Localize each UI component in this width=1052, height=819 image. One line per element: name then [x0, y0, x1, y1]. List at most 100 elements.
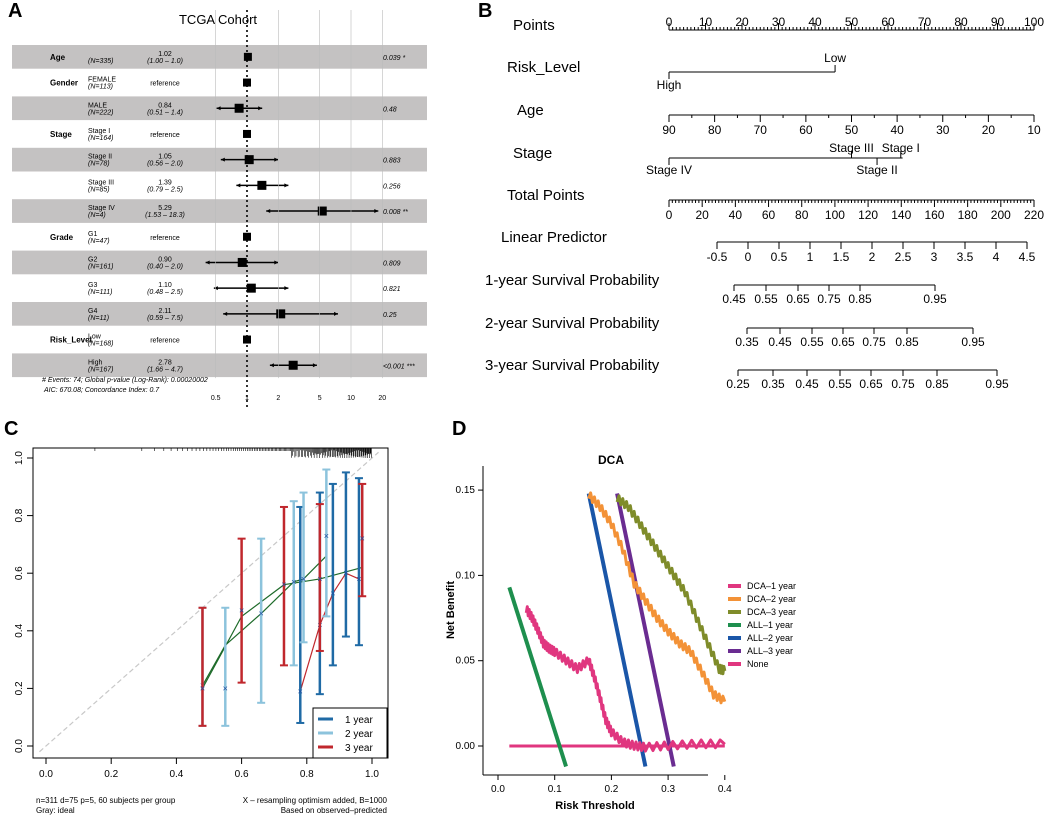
- linear-predictor-scale-tick-label: 4.5: [1019, 250, 1036, 264]
- total-points-scale-tick-label: 220: [1024, 208, 1044, 222]
- forest-ci-label: (1.00 – 1.0): [147, 58, 183, 65]
- calibration-point-marker: ×: [298, 686, 303, 696]
- calibration-x-tick-label: 0.8: [300, 769, 314, 780]
- dca-y-axis-label: Net Benefit: [445, 581, 457, 639]
- points-scale-tick-label: 0: [666, 15, 673, 29]
- dca-series-line: [524, 605, 726, 753]
- total-points-scale-tick-label: 200: [991, 208, 1011, 222]
- calibration-point-marker: ×: [360, 534, 365, 544]
- forest-axis-tick: 1: [245, 395, 249, 402]
- forest-p-label: 0.48: [383, 106, 397, 113]
- survival-1yr-scale-tick-label: 0.95: [923, 292, 947, 306]
- dca-legend-label: ALL–3 year: [747, 646, 793, 656]
- forest-level-label: G1: [88, 231, 97, 238]
- forest-estimate-point: [243, 52, 252, 61]
- survival-3yr-scale-tick-label: 0.25: [726, 377, 750, 391]
- survival-2yr-scale-tick-label: 0.35: [735, 335, 759, 349]
- total-points-scale-tick-label: 80: [795, 208, 809, 222]
- forest-p-label: 0.008 **: [383, 209, 408, 216]
- forest-hr-label: 2.78: [158, 359, 172, 366]
- dca-series-line: [615, 493, 676, 767]
- total-points-scale-tick-label: 0: [666, 208, 673, 222]
- forest-hr-label: 0.84: [158, 102, 172, 109]
- points-scale-tick-label: 70: [918, 15, 932, 29]
- forest-hr-label: 0.90: [158, 256, 172, 263]
- forest-level-label: G3: [88, 282, 97, 289]
- forest-hr-label: 5.29: [158, 205, 172, 212]
- calibration-frame: [32, 447, 389, 759]
- age-scale-tick-label: 70: [754, 123, 768, 137]
- forest-ci-arrow: [258, 106, 263, 111]
- calibration-y-tick-label: 1.0: [14, 451, 25, 465]
- forest-level-label: Stage IV: [88, 205, 115, 212]
- calibration-point-marker: ×: [259, 609, 264, 619]
- forest-estimate-point: [317, 206, 327, 216]
- forest-ci-label: (0.40 – 2.0): [147, 263, 183, 270]
- linear-predictor-scale-tick-label: 1.5: [833, 250, 850, 264]
- forest-hr-label: reference: [150, 338, 180, 345]
- points-scale-tick-label: 100: [1024, 15, 1044, 29]
- forest-axis-tick: 0.5: [211, 395, 221, 402]
- stage-iii-label: Stage III: [829, 141, 874, 155]
- forest-estimate-point: [257, 180, 267, 190]
- total-points-scale-tick-label: 140: [891, 208, 911, 222]
- survival-2yr-scale-tick-label: 0.55: [800, 335, 824, 349]
- calibration-x-tick-label: 0.2: [104, 769, 118, 780]
- forest-ci-arrow: [284, 183, 289, 188]
- dca-y-tick-label: 0.15: [456, 485, 476, 496]
- forest-estimate-point: [237, 257, 247, 267]
- forest-row-shade: [12, 45, 427, 69]
- forest-ci-arrow: [374, 209, 379, 214]
- forest-n-label: (N=167): [88, 366, 113, 373]
- dca-x-tick-label: 0.4: [718, 784, 732, 795]
- calibration-x-tick-label: 0.4: [169, 769, 183, 780]
- calibration-legend-label: 3 year: [345, 743, 373, 754]
- forest-hr-label: reference: [150, 81, 180, 88]
- survival-3yr-scale-tick-label: 0.85: [925, 377, 949, 391]
- points-scale-tick-label: 90: [991, 15, 1005, 29]
- forest-ci-arrow: [236, 183, 241, 188]
- survival-2yr-scale-tick-label: 0.65: [831, 335, 855, 349]
- forest-estimate-point: [234, 103, 244, 113]
- dca-series-line: [586, 493, 648, 767]
- forest-p-label: <0.001 ***: [383, 363, 415, 370]
- dca-legend-label: DCA–2 year: [747, 594, 796, 604]
- survival-3yr-scale-tick-label: 0.95: [985, 377, 1009, 391]
- forest-level-label: G4: [88, 308, 97, 315]
- calibration-point-marker: ×: [343, 568, 348, 578]
- forest-hr-label: reference: [150, 235, 180, 242]
- forest-p-label: 0.809: [383, 260, 401, 267]
- dca-title: DCA: [598, 453, 624, 467]
- forest-ci-label: (0.59 – 7.5): [147, 315, 183, 322]
- forest-ci-arrow: [274, 260, 279, 265]
- survival-3yr-scale-tick-label: 0.35: [761, 377, 785, 391]
- points-scale-tick-label: 20: [735, 15, 749, 29]
- forest-ci-arrow: [334, 311, 339, 316]
- forest-hr-label: 1.02: [158, 51, 172, 58]
- nomogram-row-label: Risk_Level: [507, 59, 580, 76]
- forest-n-label: (N=78): [88, 161, 110, 168]
- panel-label-c: C: [4, 418, 19, 440]
- calibration-point-marker: ×: [239, 606, 244, 616]
- dca-x-tick-label: 0.0: [491, 784, 505, 795]
- total-points-scale-tick-label: 120: [858, 208, 878, 222]
- nomogram-row-label: Total Points: [507, 187, 585, 204]
- linear-predictor-scale-tick-label: 0.5: [771, 250, 788, 264]
- forest-level-label: Stage III: [88, 179, 114, 186]
- calibration-y-tick-label: 0.2: [14, 681, 25, 695]
- dca-series-line: [587, 491, 727, 705]
- stage-i-label: Stage I: [882, 141, 920, 155]
- forest-n-label: (N=164): [88, 135, 113, 142]
- forest-p-label: 0.039 *: [383, 55, 405, 62]
- forest-level-label: MALE: [88, 102, 107, 109]
- calibration-point-marker: ×: [281, 580, 286, 590]
- forest-hr-label: 2.11: [158, 308, 171, 315]
- calibration-point-marker: ×: [324, 531, 329, 541]
- points-scale-tick-label: 10: [699, 15, 713, 29]
- dca-legend-label: ALL–1 year: [747, 620, 793, 630]
- points-scale-tick-label: 50: [845, 15, 859, 29]
- calibration-note-right-1: X – resampling optimism added, B=1000: [243, 796, 388, 805]
- age-scale-tick-label: 30: [936, 123, 950, 137]
- survival-3yr-scale-tick-label: 0.65: [859, 377, 883, 391]
- forest-ci-label: (0.56 – 2.0): [147, 161, 183, 168]
